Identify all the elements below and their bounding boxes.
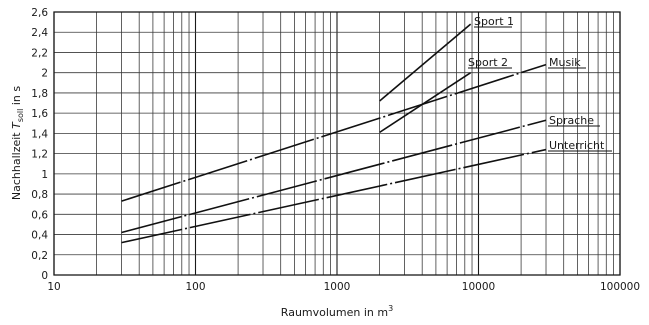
- y-tick-label: 2: [41, 68, 48, 80]
- series-line: [379, 23, 472, 102]
- x-tick-label: 10000: [462, 281, 495, 293]
- y-axis-title: Nachhallzeit Tsoll in s: [10, 86, 25, 201]
- x-tick-label: 1000: [324, 281, 351, 293]
- y-tick-label: 1,4: [31, 128, 48, 140]
- y-tick-label: 1,6: [31, 108, 48, 120]
- x-tick-label: 100000: [600, 281, 640, 293]
- y-tick-label: 2,4: [31, 27, 48, 39]
- plot-frame: [53, 11, 621, 276]
- chart-grid: [53, 11, 621, 276]
- series-label: Musik: [549, 56, 581, 69]
- y-tick-label: 1,2: [31, 149, 48, 161]
- series-label: Sport 1: [474, 15, 514, 28]
- y-tick-label: 0,6: [31, 209, 48, 221]
- y-tick-label: 2,6: [31, 7, 48, 19]
- y-tick-label: 0,8: [31, 189, 48, 201]
- x-tick-labels: 10 100 1000 10000 100000: [47, 281, 640, 293]
- y-tick-label: 0,4: [31, 230, 48, 242]
- x-axis-title: Raumvolumen in m3: [281, 304, 393, 319]
- x-tick-label: 10: [47, 281, 60, 293]
- x-tick-label: 100: [185, 281, 205, 293]
- series-line: [121, 148, 547, 244]
- y-tick-label: 1,8: [31, 88, 48, 100]
- y-tick-label: 0,2: [31, 250, 48, 262]
- series-lines: [121, 23, 547, 244]
- series-label: Sprache: [549, 114, 594, 127]
- series-labels: Sport 1 Sport 2 Musik Sprache Unterricht: [468, 15, 612, 152]
- y-tick-label: 1: [41, 169, 48, 181]
- y-tick-label: 2,2: [31, 47, 48, 59]
- series-label: Sport 2: [468, 56, 508, 69]
- y-tick-label: 0: [41, 270, 48, 282]
- series-line: [121, 119, 547, 234]
- series-line: [379, 72, 472, 134]
- y-tick-labels: 0 0,2 0,4 0,6 0,8 1 1,2 1,4 1,6 1,8 2 2,2 2,4 2,6: [31, 7, 48, 282]
- series-line: [121, 63, 547, 202]
- series-label: Unterricht: [549, 139, 605, 152]
